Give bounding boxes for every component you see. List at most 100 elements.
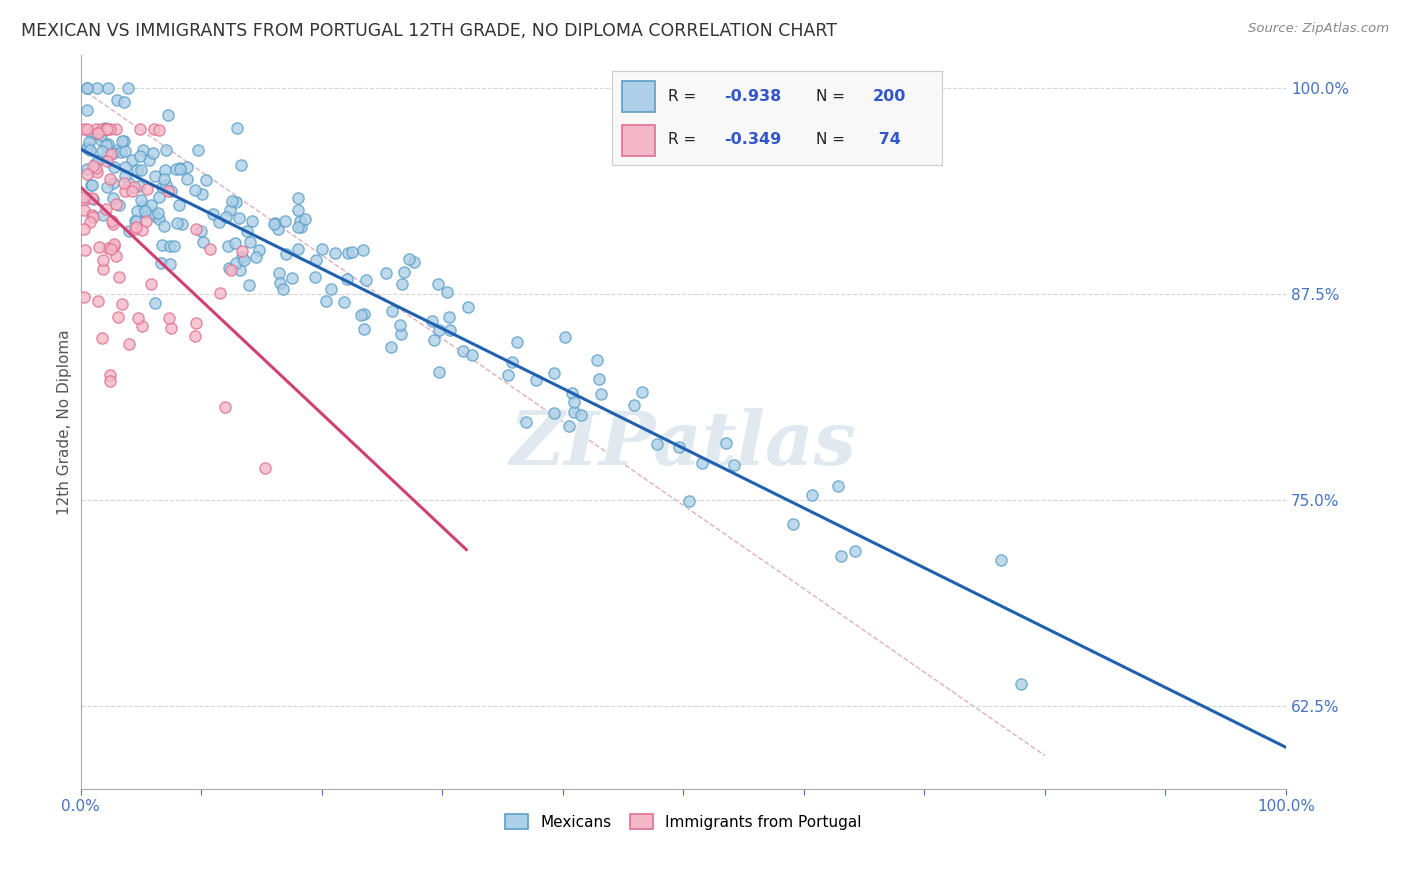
Point xyxy=(1010,676,1032,690)
Point xyxy=(80,192,103,206)
Point xyxy=(112,177,135,191)
Point xyxy=(219,263,242,277)
Point xyxy=(201,207,224,221)
Point xyxy=(80,208,103,222)
Point xyxy=(143,296,166,310)
Point xyxy=(381,303,404,318)
Point xyxy=(375,266,398,280)
Point xyxy=(336,246,359,260)
Point xyxy=(391,277,413,291)
Point xyxy=(231,244,253,259)
Point xyxy=(80,178,103,193)
Point xyxy=(229,158,252,172)
Point xyxy=(84,157,107,171)
Point xyxy=(543,366,565,380)
Text: N =: N = xyxy=(817,132,845,147)
Point xyxy=(129,149,152,163)
Point xyxy=(150,255,173,269)
Point xyxy=(645,437,668,451)
Point xyxy=(287,242,309,256)
Point xyxy=(267,221,290,235)
Point xyxy=(90,128,112,142)
Point xyxy=(98,122,121,136)
Point xyxy=(422,334,444,348)
Point xyxy=(97,241,120,255)
Point xyxy=(457,300,479,314)
Point xyxy=(245,250,267,264)
Point xyxy=(125,220,148,235)
Point xyxy=(79,127,101,141)
Point xyxy=(305,253,328,268)
Point xyxy=(623,398,645,412)
Point xyxy=(145,169,167,184)
Point xyxy=(236,224,259,238)
Point xyxy=(215,211,238,225)
Point xyxy=(561,385,583,400)
Text: Source: ZipAtlas.com: Source: ZipAtlas.com xyxy=(1249,22,1389,36)
Point xyxy=(288,213,311,227)
Point xyxy=(118,337,141,351)
Point xyxy=(562,405,585,419)
Point xyxy=(176,161,198,175)
Point xyxy=(100,374,122,388)
Point xyxy=(148,206,170,220)
Point xyxy=(225,256,247,270)
Point xyxy=(184,329,207,343)
Point xyxy=(121,153,143,167)
Point xyxy=(125,213,148,227)
Point xyxy=(723,458,745,472)
Point xyxy=(148,190,170,204)
Point xyxy=(101,214,124,228)
Point xyxy=(76,191,98,205)
Point xyxy=(543,406,565,420)
Point xyxy=(350,308,373,322)
Point xyxy=(157,310,180,325)
Point xyxy=(87,294,110,309)
Point xyxy=(160,184,183,198)
Point xyxy=(231,250,253,264)
Text: R =: R = xyxy=(668,89,696,104)
Point xyxy=(138,153,160,167)
Point xyxy=(167,198,190,212)
Point xyxy=(73,202,96,217)
Point xyxy=(247,243,270,257)
Point xyxy=(129,194,152,208)
Point xyxy=(353,307,375,321)
Point xyxy=(124,221,146,235)
Point xyxy=(152,237,174,252)
Point xyxy=(263,217,285,231)
Point xyxy=(75,243,97,257)
Point xyxy=(389,326,412,341)
Point xyxy=(420,313,443,327)
Point xyxy=(76,122,98,136)
Point xyxy=(105,93,128,107)
Point xyxy=(333,295,356,310)
Point xyxy=(426,277,449,292)
Point xyxy=(103,238,125,252)
Point xyxy=(87,153,110,167)
Point xyxy=(524,373,547,387)
Point xyxy=(76,81,98,95)
Point xyxy=(97,81,120,95)
Point xyxy=(238,277,260,292)
Point xyxy=(103,237,125,252)
Point xyxy=(139,277,162,292)
Point xyxy=(294,211,316,226)
Point xyxy=(76,167,98,181)
Point xyxy=(73,122,96,136)
Point xyxy=(76,141,98,155)
Point xyxy=(101,190,124,204)
Point xyxy=(229,262,252,277)
Point xyxy=(195,173,218,187)
Point xyxy=(96,179,118,194)
Point xyxy=(208,215,231,229)
Point xyxy=(186,222,208,236)
Point xyxy=(110,145,132,159)
Point xyxy=(143,209,166,223)
Point xyxy=(155,178,177,192)
Point xyxy=(287,220,309,235)
Text: N =: N = xyxy=(817,89,845,104)
Point xyxy=(77,139,100,153)
Point xyxy=(558,418,581,433)
Point xyxy=(281,270,304,285)
